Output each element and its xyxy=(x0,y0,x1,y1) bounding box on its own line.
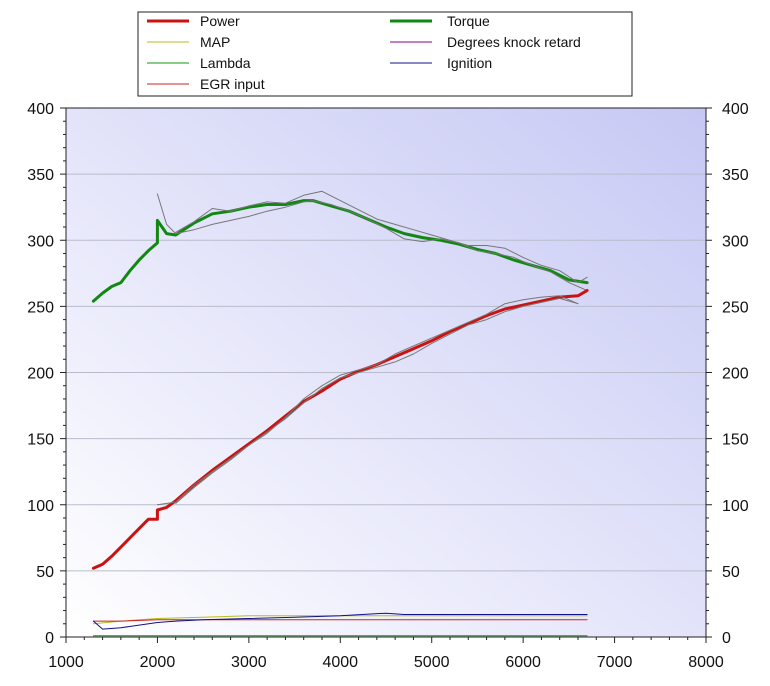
series-torque-overlay-2-line xyxy=(175,190,588,284)
x-tick-label: 2000 xyxy=(140,654,176,671)
x-tick-label: 6000 xyxy=(505,654,541,671)
y2-tick-label: 0 xyxy=(722,630,731,647)
x-tick-label: 4000 xyxy=(322,654,358,671)
legend-label: Power xyxy=(200,13,240,29)
y-tick-label: 400 xyxy=(27,101,54,118)
y2-tick-label: 200 xyxy=(722,366,749,383)
y-tick-label: 250 xyxy=(27,299,54,316)
legend-label: EGR input xyxy=(200,76,265,92)
series-egr-input-line xyxy=(92,619,588,622)
series-power-overlay-line xyxy=(156,297,579,506)
legend-label: Ignition xyxy=(447,55,492,71)
y2-tick-label: 350 xyxy=(722,167,749,184)
series-power-overlay-2-line xyxy=(175,295,579,504)
y-tick-label: 150 xyxy=(27,432,54,449)
x-tick-label: 1000 xyxy=(48,654,84,671)
x-tick-label: 8000 xyxy=(688,654,724,671)
legend-label: Degrees knock retard xyxy=(447,34,581,50)
x-tick-label: 3000 xyxy=(231,654,267,671)
y2-tick-label: 150 xyxy=(722,432,749,449)
y2-tick-label: 250 xyxy=(722,299,749,316)
y2-tick-label: 300 xyxy=(722,233,749,250)
legend-label: MAP xyxy=(200,34,230,50)
y-tick-label: 0 xyxy=(45,630,54,647)
y-tick-label: 300 xyxy=(27,233,54,250)
series-torque-overlay-line xyxy=(156,193,588,291)
series-layer xyxy=(91,190,589,638)
axes-layer: 0 0 50 50 100 100 150 150 200 200 250 250 300 300 350 3… xyxy=(27,101,749,671)
legend: Power Torque MAP Degrees knock retard Lambda… xyxy=(137,11,633,97)
y-tick-label: 100 xyxy=(27,498,54,515)
y2-tick-label: 50 xyxy=(722,564,740,581)
x-tick-label: 7000 xyxy=(597,654,633,671)
y-tick-label: 200 xyxy=(27,366,54,383)
legend-box xyxy=(137,11,633,97)
y2-tick-label: 100 xyxy=(722,498,749,515)
y2-tick-label: 400 xyxy=(722,101,749,118)
legend-label: Lambda xyxy=(200,55,251,71)
series-ignition-line xyxy=(92,612,588,630)
y-tick-label: 50 xyxy=(36,564,54,581)
series-torque-line xyxy=(91,199,589,303)
x-tick-label: 5000 xyxy=(414,654,450,671)
legend-label: Torque xyxy=(447,13,490,29)
y-tick-label: 350 xyxy=(27,167,54,184)
